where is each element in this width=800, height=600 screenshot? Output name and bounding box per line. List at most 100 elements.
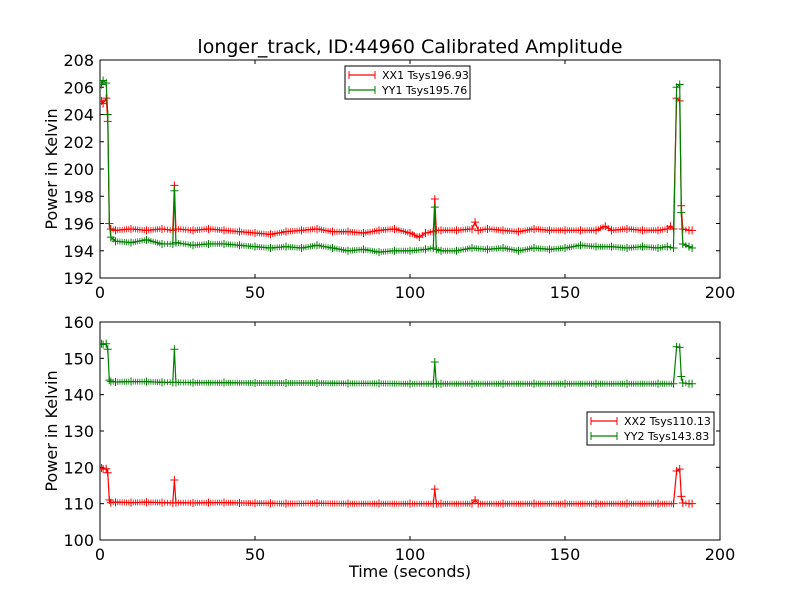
data-point <box>677 372 686 381</box>
data-point <box>102 94 111 103</box>
marker <box>404 229 411 236</box>
marker <box>419 232 426 239</box>
data-point <box>430 357 439 366</box>
legend-label: YY1 Tsys195.76 <box>381 84 467 97</box>
x-tick-label: 50 <box>245 283 265 302</box>
legend-label: YY2 Tsys143.83 <box>623 430 709 443</box>
data-point <box>675 465 684 474</box>
data-point <box>170 186 179 195</box>
data-point <box>105 376 114 385</box>
marker <box>605 225 612 232</box>
data-point <box>102 79 111 88</box>
data-point <box>170 345 179 354</box>
data-point <box>430 203 439 212</box>
marker <box>682 500 689 507</box>
marker <box>559 245 566 252</box>
data-point <box>430 194 439 203</box>
x-tick-label: 100 <box>395 545 426 564</box>
y-tick-label: 140 <box>63 386 94 405</box>
y-tick-label: 160 <box>63 313 94 332</box>
data-point <box>677 492 686 501</box>
data-point <box>675 80 684 89</box>
series-yy <box>100 76 697 257</box>
data-point <box>677 208 686 217</box>
marker <box>668 380 675 387</box>
y-tick-label: 200 <box>63 160 94 179</box>
marker <box>661 244 668 250</box>
data-point <box>102 464 111 473</box>
marker <box>280 229 287 236</box>
legend-label: XX2 Tsys110.13 <box>624 415 711 428</box>
data-point <box>103 468 112 477</box>
marker <box>590 227 597 234</box>
data-point <box>102 339 111 348</box>
data-point <box>471 218 480 227</box>
data-point <box>103 110 112 119</box>
chart-title: longer_track, ID:44960 Calibrated Amplit… <box>197 36 622 58</box>
y-tick-label: 100 <box>63 531 94 550</box>
x-tick-label: 150 <box>550 283 581 302</box>
marker <box>668 500 675 507</box>
x-axis-label: Time (seconds) <box>348 562 471 581</box>
y-tick-label: 120 <box>63 458 94 477</box>
y-tick-label: 194 <box>63 242 94 261</box>
data-point <box>100 464 106 473</box>
legend-swatch-marker <box>348 86 376 94</box>
data-point <box>688 379 697 388</box>
marker <box>599 224 606 231</box>
marker <box>425 229 432 236</box>
marker <box>110 226 117 233</box>
legend-label: XX1 Tsys196.93 <box>382 69 469 82</box>
marker <box>156 240 163 247</box>
y-tick-label: 202 <box>63 133 94 152</box>
data-point <box>103 345 112 354</box>
legend-box <box>586 411 715 446</box>
data-point <box>675 343 684 352</box>
marker <box>427 380 434 387</box>
marker <box>451 247 458 254</box>
y-tick-label: 110 <box>63 495 94 514</box>
y-tick-label: 150 <box>63 349 94 368</box>
marker <box>167 227 174 233</box>
x-tick-label: 200 <box>705 545 736 564</box>
y-tick-label: 204 <box>63 106 94 125</box>
x-tick-label: 150 <box>550 545 581 564</box>
marker <box>466 226 473 233</box>
data-point <box>688 244 697 253</box>
marker <box>373 227 380 234</box>
marker <box>167 240 174 247</box>
data-point <box>100 99 108 108</box>
marker <box>466 500 473 507</box>
marker <box>661 226 668 233</box>
series-xx <box>100 464 697 508</box>
marker <box>427 500 434 507</box>
legend-swatch-marker <box>590 432 618 440</box>
marker <box>167 499 174 506</box>
data-point <box>688 226 697 235</box>
marker <box>167 379 174 386</box>
data-point <box>105 219 114 228</box>
legend-box <box>344 65 471 100</box>
data-point <box>669 244 678 253</box>
data-point <box>430 485 439 494</box>
x-tick-label: 100 <box>395 283 426 302</box>
series-yy <box>100 339 697 388</box>
bottom-plot: 0 50 100 150 200 100 110 120 130 140 150 160 Power i… <box>42 313 735 564</box>
marker <box>682 380 689 387</box>
marker <box>327 244 334 251</box>
marker <box>427 229 434 236</box>
data-point <box>678 239 687 248</box>
data-point <box>688 499 697 508</box>
legend: XX2 Tsys110.13 YY2 Tsys143.83 <box>586 411 715 446</box>
y-tick-label: 198 <box>63 187 94 206</box>
y-tick-label: 206 <box>63 78 94 97</box>
y-axis-label: Power in Kelvin <box>42 370 61 491</box>
legend-swatch-marker <box>590 417 618 425</box>
y-tick-label: 192 <box>63 269 94 288</box>
top-plot: 0 50 100 150 200 192 194 196 198 200 202 204 206 208 P… <box>42 51 735 302</box>
marker <box>682 226 689 233</box>
legend: XX1 Tsys196.93 YY1 Tsys195.76 <box>344 65 471 100</box>
y-tick-label: 130 <box>63 422 94 441</box>
x-tick-label: 0 <box>95 283 105 302</box>
